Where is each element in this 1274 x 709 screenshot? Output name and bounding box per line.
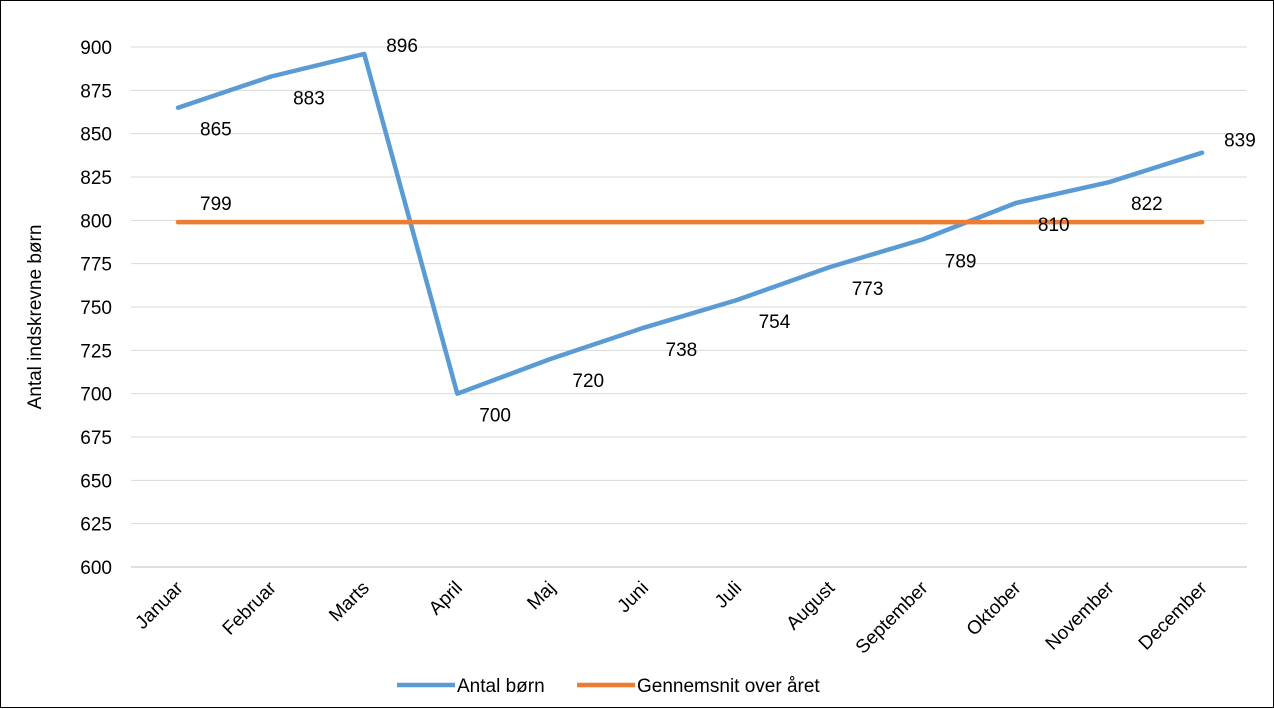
data-label: 883: [293, 88, 325, 109]
x-tick-label: Maj: [523, 578, 560, 615]
y-tick-label: 800: [80, 211, 112, 232]
y-tick-label: 875: [80, 81, 112, 102]
data-label: 720: [572, 371, 604, 392]
y-tick-label: 900: [80, 38, 112, 59]
data-label: 822: [1131, 194, 1163, 215]
data-label: 799: [200, 194, 232, 215]
x-tick-label: Oktober: [963, 577, 1026, 640]
data-label: 773: [852, 279, 884, 300]
y-tick-label: 750: [80, 298, 112, 319]
y-tick-label: 850: [80, 125, 112, 146]
legend-label-antal-born: Antal børn: [457, 676, 545, 697]
y-tick-label: 675: [80, 428, 112, 449]
y-tick-label: 725: [80, 341, 112, 362]
data-label: 865: [200, 120, 232, 141]
y-tick-label: 700: [80, 385, 112, 406]
y-tick-label: 775: [80, 255, 112, 276]
x-tick-label: Juni: [614, 578, 653, 617]
x-tick-label: December: [1135, 577, 1212, 654]
x-tick-label: November: [1042, 577, 1119, 654]
series-line-antal-born: [175, 51, 1205, 396]
x-tick-label: Juli: [711, 578, 746, 613]
y-tick-label: 650: [80, 471, 112, 492]
y-tick-label: 600: [80, 558, 112, 579]
x-tick-label: Marts: [325, 578, 373, 626]
x-tick-label: Januar: [132, 577, 188, 633]
data-label: 700: [479, 406, 511, 427]
data-label: 789: [945, 251, 977, 272]
x-tick-label: September: [852, 577, 933, 658]
x-tick-label: August: [783, 577, 840, 634]
data-label: 810: [1038, 215, 1070, 236]
y-tick-label: 825: [80, 168, 112, 189]
data-label: 839: [1224, 131, 1256, 152]
x-tick-label: Februar: [219, 577, 281, 639]
data-label: 738: [666, 340, 698, 361]
data-label: 754: [759, 312, 791, 333]
data-label: 896: [386, 36, 418, 57]
y-axis-title: Antal indskrevne børn: [25, 225, 46, 410]
y-tick-label: 625: [80, 515, 112, 536]
x-tick-label: April: [425, 578, 467, 620]
legend-label-gennemsnit: Gennemsnit over året: [637, 676, 820, 697]
